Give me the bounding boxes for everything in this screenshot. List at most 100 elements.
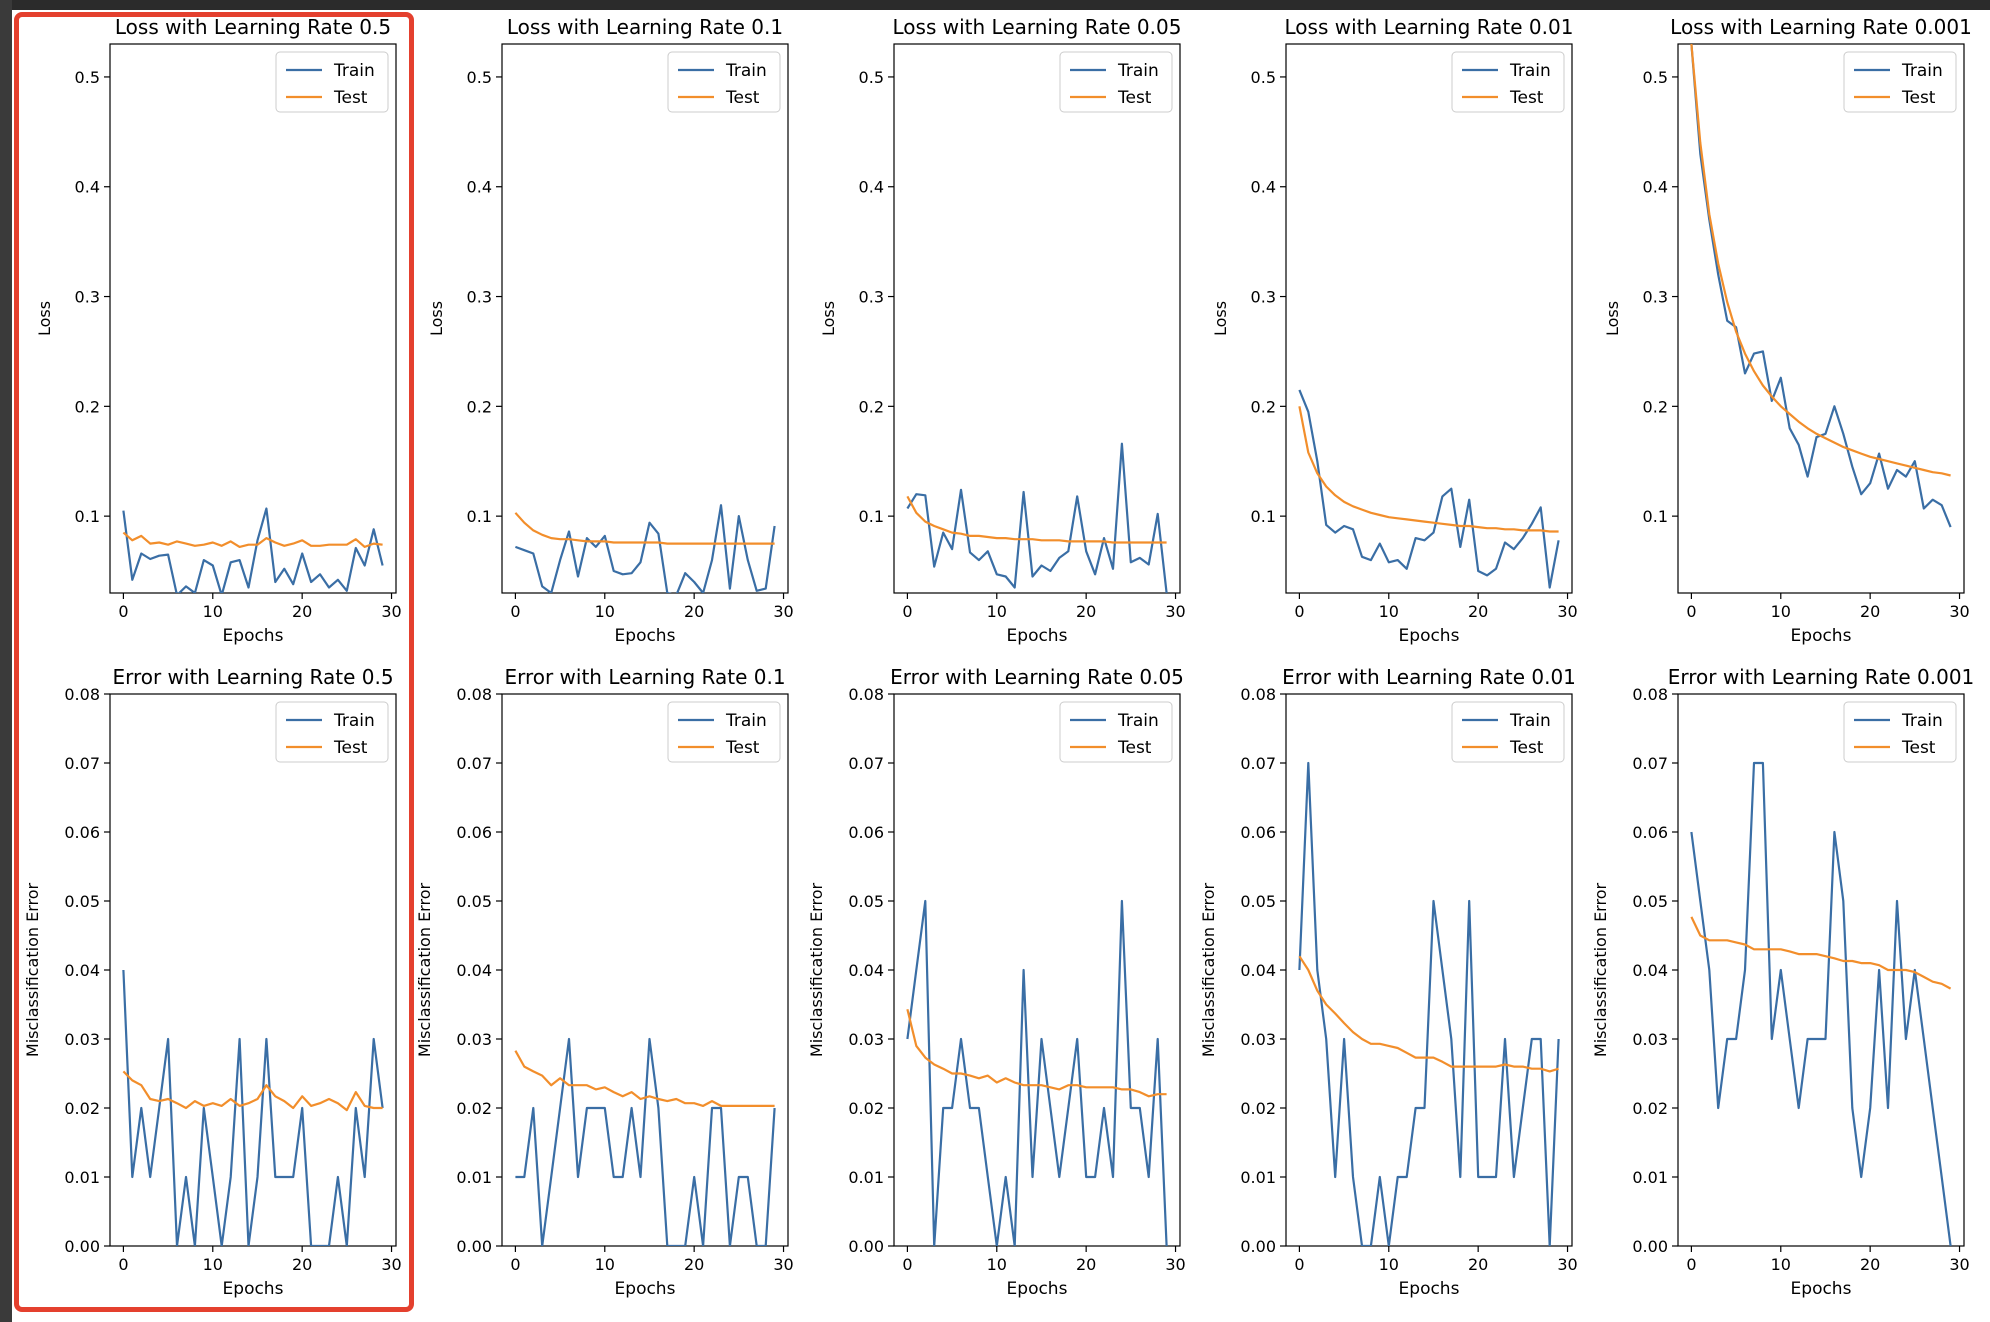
y-tick-label: 0.04 [1632,961,1668,980]
y-tick-label: 0.06 [64,823,100,842]
y-tick-label: 0.01 [1632,1168,1668,1187]
x-axis-label: Epochs [1791,626,1852,646]
y-tick-label: 0.08 [456,685,492,704]
x-tick-label: 0 [1294,602,1304,621]
x-tick-label: 30 [381,1255,401,1274]
y-tick-label: 0.01 [64,1168,100,1187]
plot-title: Error with Learning Rate 0.001 [1668,665,1975,689]
legend-label: Train [1509,711,1551,731]
y-tick-label: 0.04 [64,961,100,980]
plot-frame [1285,43,1573,594]
y-tick-label: 0.07 [64,754,100,773]
plot-frame [109,43,397,594]
y-tick-label: 0.1 [1643,507,1668,526]
x-tick-label: 30 [1165,1255,1185,1274]
plot-title: Loss with Learning Rate 0.01 [1285,15,1574,39]
x-tick-label: 30 [1557,1255,1577,1274]
plot-frame [1285,693,1573,1247]
y-tick-label: 0.07 [1240,754,1276,773]
legend-label: Train [1901,61,1943,81]
x-tick-label: 20 [292,602,312,621]
y-tick-label: 0.2 [467,397,492,416]
y-tick-label: 0.4 [1251,178,1276,197]
y-tick-label: 0.01 [1240,1168,1276,1187]
y-tick-label: 0.04 [1240,961,1276,980]
y-tick-label: 0.06 [1632,823,1668,842]
y-tick-label: 0.06 [1240,823,1276,842]
y-tick-label: 0.3 [467,288,492,307]
series-line-train [122,969,384,1246]
y-axis-label: Misclassification Error [807,883,826,1058]
series-line-train [1690,761,1952,1246]
legend-label: Test [1509,738,1544,758]
y-tick-label: 0.01 [848,1168,884,1187]
x-tick-label: 10 [1771,602,1791,621]
y-tick-label: 0.05 [1240,892,1276,911]
y-tick-label: 0.03 [1240,1030,1276,1049]
x-tick-label: 20 [684,1255,704,1274]
y-tick-label: 0.08 [1240,685,1276,704]
x-tick-label: 20 [1860,1255,1880,1274]
x-axis-label: Epochs [223,1279,284,1299]
y-tick-label: 0.08 [64,685,100,704]
series-line-train [515,1037,776,1246]
y-tick-label: 0.4 [467,178,492,197]
y-tick-label: 0.02 [1632,1099,1668,1118]
plot-title: Error with Learning Rate 0.01 [1282,665,1576,689]
y-tick-label: 0.07 [848,754,884,773]
series-line-test [1690,44,1951,477]
x-tick-label: 20 [684,602,704,621]
plot-title: Error with Learning Rate 0.5 [112,665,393,689]
series-line-test [906,1009,1167,1098]
series-line-test [1690,916,1952,990]
legend-label: Train [725,711,767,731]
y-tick-label: 0.04 [848,961,884,980]
y-axis-label: Misclassification Error [1591,883,1610,1058]
plot-frame [501,693,789,1247]
x-tick-label: 10 [1771,1255,1791,1274]
y-tick-label: 0.2 [75,397,100,416]
y-tick-label: 0.05 [456,892,492,911]
legend-label: Test [1117,738,1152,758]
legend-label: Test [333,88,368,108]
x-tick-label: 0 [118,602,128,621]
legend-label: Train [1117,711,1159,731]
series-line-train [906,899,1168,1246]
y-tick-label: 0.00 [848,1237,884,1256]
y-axis-label: Loss [819,301,838,336]
y-tick-label: 0.05 [1632,892,1668,911]
x-axis-label: Epochs [615,1279,676,1299]
plot-title: Loss with Learning Rate 0.001 [1670,15,1972,39]
series-line-train [1298,761,1560,1246]
legend-label: Train [333,61,375,81]
x-tick-label: 0 [902,1255,912,1274]
window-left-edge [0,0,12,1322]
y-tick-label: 0.00 [64,1237,100,1256]
y-tick-label: 0.4 [75,178,100,197]
x-tick-label: 0 [1686,1255,1696,1274]
y-tick-label: 0.06 [848,823,884,842]
plot-title: Loss with Learning Rate 0.1 [507,15,783,39]
plot-title: Loss with Learning Rate 0.5 [115,15,391,39]
legend-label: Train [1117,61,1159,81]
y-tick-label: 0.03 [64,1030,100,1049]
plot-title: Error with Learning Rate 0.05 [890,665,1184,689]
legend-label: Test [1901,88,1936,108]
x-tick-label: 0 [1294,1255,1304,1274]
y-tick-label: 0.07 [1632,754,1668,773]
x-tick-label: 10 [203,1255,223,1274]
x-tick-label: 20 [1468,1255,1488,1274]
y-tick-label: 0.4 [1643,178,1668,197]
legend-label: Train [1509,61,1551,81]
y-tick-label: 0.08 [1632,685,1668,704]
plot-frame [501,43,789,594]
x-tick-label: 0 [902,602,912,621]
x-axis-label: Epochs [1791,1279,1852,1299]
x-tick-label: 10 [595,602,615,621]
series-line-train [906,442,1168,593]
y-tick-label: 0.1 [75,507,100,526]
y-tick-label: 0.2 [1643,397,1668,416]
y-tick-label: 0.00 [1632,1237,1668,1256]
y-tick-label: 0.5 [859,68,884,87]
x-tick-label: 10 [987,602,1007,621]
